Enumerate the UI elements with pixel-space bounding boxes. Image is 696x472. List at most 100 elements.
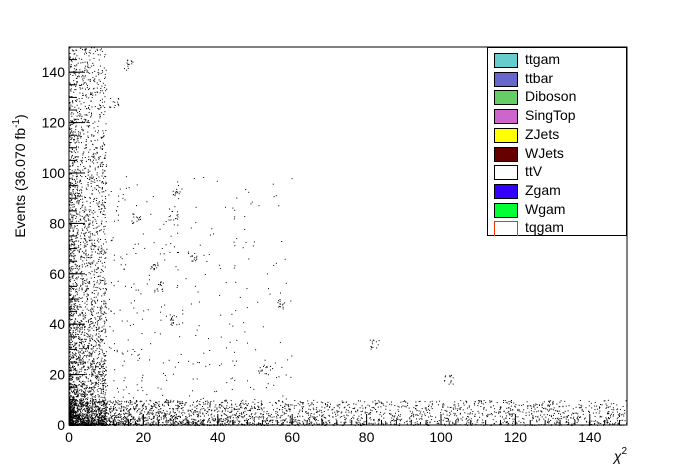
data-point: [142, 407, 144, 409]
data-point: [70, 192, 72, 194]
data-point: [76, 288, 78, 290]
data-point: [70, 417, 72, 419]
data-point: [88, 408, 90, 410]
data-point: [73, 421, 75, 422]
data-point: [582, 410, 584, 412]
data-point: [194, 421, 196, 423]
data-point: [76, 110, 78, 112]
data-point: [80, 420, 82, 421]
data-point: [177, 422, 179, 424]
data-point: [80, 339, 82, 341]
data-point: [470, 409, 472, 411]
data-point: [223, 406, 225, 408]
data-point: [76, 362, 78, 364]
data-point: [76, 355, 77, 357]
data-point: [88, 126, 90, 128]
data-point: [94, 369, 96, 371]
data-point: [105, 418, 107, 419]
data-point: [79, 111, 80, 112]
data-point: [80, 88, 82, 90]
data-point: [82, 198, 84, 200]
data-point: [74, 214, 76, 216]
data-point: [79, 421, 81, 422]
data-point: [97, 324, 98, 326]
data-point: [92, 177, 94, 179]
data-point: [105, 355, 107, 357]
data-point: [70, 113, 72, 115]
data-point: [96, 92, 98, 93]
data-point: [103, 423, 105, 425]
data-point: [78, 72, 80, 74]
data-point: [79, 331, 81, 333]
data-point: [93, 391, 95, 393]
data-point: [79, 87, 81, 89]
data-point: [71, 155, 73, 157]
data-point: [381, 415, 383, 417]
data-point: [81, 421, 83, 423]
data-point: [72, 397, 74, 399]
data-point: [424, 413, 426, 415]
data-point: [101, 145, 103, 147]
data-point: [95, 413, 97, 415]
data-point: [283, 412, 285, 414]
data-point: [92, 213, 94, 215]
data-point: [97, 362, 98, 364]
data-point: [101, 416, 103, 418]
data-point: [415, 408, 417, 410]
data-point: [73, 244, 75, 246]
data-point: [84, 326, 86, 328]
data-point: [100, 416, 102, 418]
data-point: [70, 414, 72, 416]
data-point: [369, 405, 370, 407]
data-point: [208, 418, 210, 420]
data-point: [213, 400, 215, 402]
data-point: [260, 423, 262, 424]
data-point: [96, 185, 98, 187]
data-point: [302, 421, 304, 423]
data-point: [125, 412, 127, 414]
data-point: [71, 385, 72, 387]
data-point: [275, 402, 277, 404]
data-point: [74, 72, 76, 74]
data-point: [536, 411, 538, 413]
data-point: [130, 408, 132, 410]
data-point: [99, 421, 101, 423]
data-point: [88, 410, 90, 412]
data-point: [81, 408, 82, 410]
data-point: [73, 381, 75, 383]
data-point: [206, 411, 208, 412]
data-point: [344, 419, 346, 420]
data-point: [428, 406, 429, 407]
data-point: [72, 423, 74, 425]
data-point: [182, 421, 184, 423]
data-point: [591, 420, 593, 422]
data-point: [99, 49, 101, 51]
data-point: [98, 69, 100, 71]
data-point: [104, 417, 106, 419]
data-point: [93, 135, 94, 137]
data-point: [72, 133, 74, 135]
data-point: [78, 202, 80, 204]
data-point: [102, 378, 104, 380]
data-point: [90, 366, 92, 368]
data-point: [103, 231, 105, 233]
data-point: [104, 111, 106, 113]
data-point: [94, 396, 96, 398]
data-point: [543, 418, 545, 420]
data-point: [71, 225, 73, 227]
data-point: [99, 117, 101, 119]
data-point: [530, 410, 532, 412]
data-point: [74, 142, 76, 144]
data-point: [125, 422, 126, 424]
data-point: [252, 422, 253, 424]
data-point: [564, 400, 566, 402]
data-point: [222, 401, 224, 403]
data-point: [72, 265, 74, 267]
data-point: [102, 105, 104, 107]
data-point: [626, 404, 628, 406]
data-point: [612, 423, 613, 425]
data-point: [90, 416, 92, 418]
data-point: [275, 412, 277, 414]
data-point: [87, 417, 89, 419]
data-point: [90, 387, 92, 389]
